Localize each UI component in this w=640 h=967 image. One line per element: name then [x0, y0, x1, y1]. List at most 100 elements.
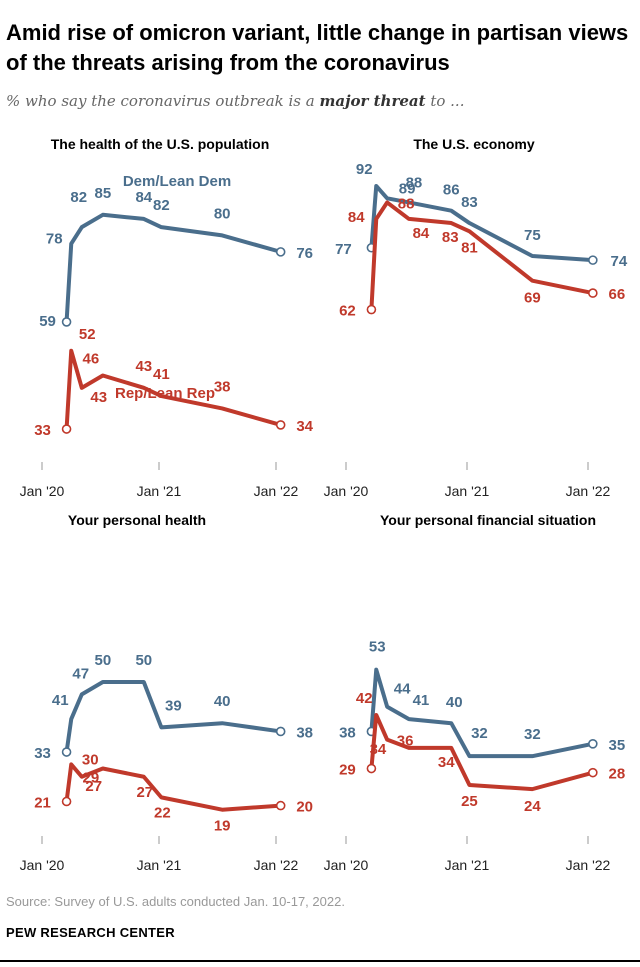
data-label-dem: 41	[52, 692, 69, 709]
panel-title: Your personal financial situation	[380, 512, 596, 528]
data-label-rep: 34	[296, 418, 313, 435]
data-label-rep: 27	[136, 784, 153, 801]
x-tick-label: Jan '22	[566, 483, 611, 499]
data-label-dem: 38	[296, 724, 313, 741]
data-label-rep: 30	[82, 751, 99, 768]
data-point-rep	[366, 763, 377, 774]
data-label-dem: 78	[46, 231, 63, 248]
data-label-rep: 21	[34, 794, 51, 811]
data-point-dem	[588, 255, 598, 265]
data-label-rep: 42	[356, 690, 373, 707]
data-point-rep	[275, 420, 286, 430]
data-label-rep: 43	[135, 358, 152, 375]
legend-dem: Dem/Lean Dem	[123, 173, 231, 190]
data-label-dem: 44	[394, 681, 411, 698]
data-label-rep: 24	[524, 798, 541, 815]
x-tick-label: Jan '20	[324, 857, 369, 873]
data-label-rep: 81	[461, 239, 478, 256]
data-point-rep	[588, 767, 598, 778]
chart-title: Amid rise of omicron variant, little cha…	[6, 20, 629, 75]
legend-rep: Rep/Lean Rep	[115, 385, 215, 402]
data-point-dem	[588, 738, 598, 749]
data-label-dem: 41	[413, 692, 430, 709]
data-label-rep: 41	[153, 366, 170, 383]
data-label-dem: 83	[461, 194, 478, 211]
data-label-rep: 22	[154, 804, 171, 821]
chart-subtitle: % who say the coronavirus outbreak is a …	[6, 92, 464, 110]
data-point-dem	[61, 317, 72, 327]
data-label-rep: 20	[296, 799, 313, 816]
data-label-rep: 83	[442, 229, 459, 246]
bottom-rule	[0, 960, 640, 962]
data-label-dem: 84	[135, 189, 152, 206]
data-label-dem: 50	[135, 652, 152, 669]
data-label-rep: 46	[82, 350, 99, 367]
data-point-dem	[275, 726, 286, 737]
data-label-rep: 34	[438, 754, 455, 771]
data-label-dem: 59	[39, 313, 56, 330]
data-label-rep: 33	[34, 422, 51, 439]
data-label-rep: 69	[524, 290, 541, 307]
data-label-rep: 62	[339, 303, 356, 320]
data-point-dem	[275, 247, 286, 257]
series-line-rep	[64, 762, 283, 812]
data-label-dem: 80	[214, 205, 231, 222]
panel-title: The health of the U.S. population	[51, 136, 270, 152]
data-point-rep	[61, 424, 72, 434]
data-label-rep: 29	[339, 762, 356, 779]
data-label-dem: 50	[94, 652, 111, 669]
data-label-rep: 84	[413, 225, 430, 242]
data-label-rep: 36	[397, 733, 414, 750]
x-tick-label: Jan '22	[566, 857, 611, 873]
data-label-rep: 66	[608, 286, 625, 303]
data-point-rep	[275, 800, 286, 811]
subtitle-emphasis: major threat	[319, 92, 426, 110]
data-point-dem	[61, 747, 72, 757]
data-label-dem: 47	[72, 665, 89, 682]
x-tick-label: Jan '21	[445, 483, 490, 499]
data-label-dem: 35	[608, 737, 625, 754]
data-label-dem: 89	[399, 180, 416, 197]
data-label-rep: 28	[608, 766, 625, 783]
data-label-dem: 85	[94, 185, 111, 202]
subtitle-suffix: to ...	[425, 92, 465, 110]
data-label-rep: 25	[461, 793, 478, 810]
data-label-dem: 82	[70, 189, 87, 206]
series-line-dem	[64, 212, 283, 324]
subtitle-prefix: % who say the coronavirus outbreak is a	[6, 92, 320, 110]
organization-name: PEW RESEARCH CENTER	[6, 925, 175, 940]
x-tick-label: Jan '21	[137, 483, 182, 499]
data-label-dem: 38	[339, 724, 356, 741]
data-label-dem: 33	[34, 745, 51, 762]
data-label-rep: 52	[79, 326, 96, 343]
series-line-rep	[369, 712, 595, 792]
data-label-rep: 43	[90, 389, 107, 406]
x-tick-label: Jan '22	[254, 483, 299, 499]
series-line-dem	[369, 183, 595, 263]
data-label-dem: 75	[524, 227, 541, 244]
data-label-dem: 76	[296, 245, 313, 262]
data-point-rep	[588, 288, 598, 298]
source-note: Source: Survey of U.S. adults conducted …	[6, 894, 345, 909]
series-line-rep	[369, 200, 595, 312]
data-label-rep: 34	[370, 741, 387, 758]
series-line-dem	[369, 667, 595, 759]
x-tick-label: Jan '20	[20, 857, 65, 873]
data-label-dem: 77	[335, 241, 352, 258]
data-label-dem: 32	[471, 725, 488, 742]
x-tick-label: Jan '20	[324, 483, 369, 499]
panel-title: Your personal health	[68, 512, 206, 528]
x-tick-label: Jan '21	[445, 857, 490, 873]
x-tick-label: Jan '22	[254, 857, 299, 873]
panel-title: The U.S. economy	[413, 136, 535, 152]
data-label-dem: 53	[369, 639, 386, 656]
series-line-rep	[64, 348, 283, 432]
data-label-rep: 38	[214, 378, 231, 395]
data-label-rep: 88	[398, 195, 415, 212]
data-label-dem: 40	[446, 694, 463, 711]
data-label-rep: 19	[214, 818, 231, 835]
data-label-rep: 29	[82, 770, 99, 787]
data-label-dem: 39	[165, 697, 182, 714]
data-label-dem: 82	[153, 197, 170, 214]
